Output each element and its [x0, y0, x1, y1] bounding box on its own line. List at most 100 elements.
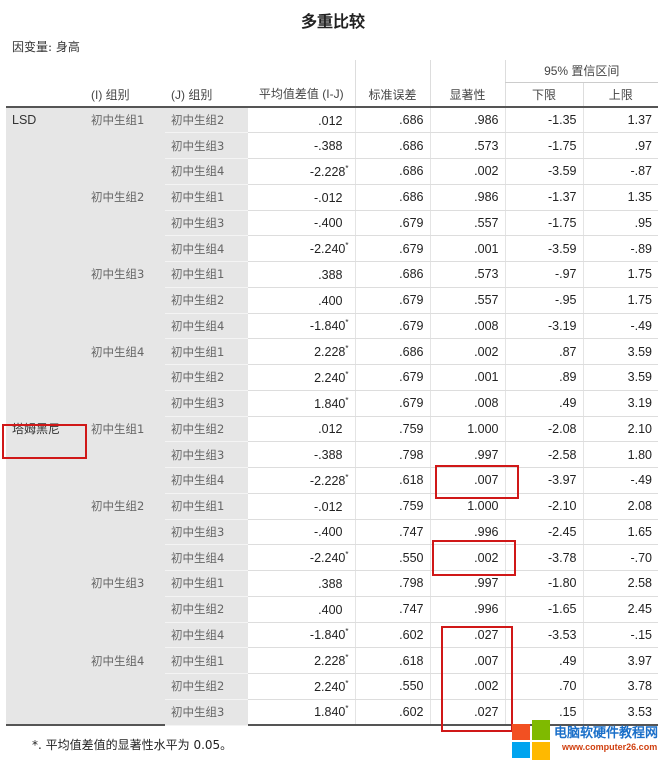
j-group: 初中生组1: [165, 647, 248, 674]
mean-difference: -2.228*: [248, 467, 355, 494]
ci-upper: -.49: [582, 467, 658, 494]
significance-marker: *: [345, 163, 349, 173]
j-group: 初中生组3: [165, 441, 248, 468]
std-error: .759: [354, 416, 430, 443]
test-label: [6, 467, 85, 494]
std-error: .679: [354, 313, 430, 340]
ci-lower: .87: [504, 338, 583, 365]
mean-difference-value: -2.240: [309, 551, 346, 566]
test-label: [6, 596, 85, 622]
j-group: 初中生组3: [165, 210, 248, 237]
mean-difference-value: -2.240: [309, 242, 346, 257]
mean-difference-value: 2.240: [314, 679, 346, 694]
header-j-group: (J) 组别: [171, 88, 213, 102]
test-label: [6, 390, 85, 416]
test-label: [6, 235, 85, 262]
i-group: [85, 622, 165, 648]
std-error: .679: [354, 364, 430, 391]
std-error: .747: [354, 596, 430, 623]
significance: .002: [429, 544, 505, 571]
std-error: .550: [354, 673, 430, 700]
mean-difference: .388: [248, 261, 355, 288]
mean-difference-value: .012: [318, 422, 343, 437]
ci-upper: 3.59: [582, 364, 658, 391]
test-label: [6, 441, 85, 468]
header-significance: 显著性: [429, 60, 505, 107]
j-group: 初中生组4: [165, 158, 248, 185]
test-label: [6, 364, 85, 391]
table-row: 初中生组3 -.388 .798.997 -2.58 1.80: [6, 441, 658, 468]
mean-difference: -.388: [248, 132, 355, 159]
multiple-comparisons-table: (I) 组别 (J) 组别 平均值差值 (I-J) 标准误差 显著性 95% 置…: [6, 60, 658, 726]
header-std-error: 标准误差: [354, 60, 430, 107]
test-label: [6, 261, 85, 288]
test-label: [6, 622, 85, 648]
table-row: 初中生组2 初中生组1 -.012.759 1.000 -2.10 2.08: [6, 493, 658, 520]
test-label: [6, 210, 85, 236]
significance-marker: *: [345, 395, 349, 405]
significance-marker: *: [345, 550, 349, 560]
ci-lower: -3.19: [504, 313, 583, 340]
ci-upper: -.89: [582, 235, 658, 262]
ci-lower: -3.59: [504, 158, 583, 185]
table-row: 初中生组2 初中生组1 -.012 .686.986 -1.37 1.35: [6, 184, 658, 211]
mean-difference: -2.240*: [248, 544, 355, 571]
ci-lower: .49: [504, 647, 583, 674]
ci-lower: .70: [504, 673, 583, 700]
test-label: [6, 313, 85, 339]
ci-lower: -3.78: [504, 544, 583, 571]
ci-upper: 1.75: [582, 261, 658, 288]
ci-upper: 2.45: [582, 596, 658, 623]
table-row: 初中生组4 初中生组1 2.228* .686.002.87 3.59: [6, 338, 658, 365]
significance: .001: [429, 364, 505, 391]
ci-upper: -.15: [582, 622, 658, 649]
mean-difference-value: -1.840: [309, 628, 346, 643]
mean-difference-value: .400: [318, 602, 343, 617]
i-group: [85, 210, 165, 236]
i-group: [85, 519, 165, 545]
test-label: [6, 493, 85, 519]
ci-lower: -1.35: [504, 106, 583, 134]
ci-lower: -1.37: [504, 184, 583, 211]
std-error: .686: [354, 106, 430, 134]
test-label: 塔姆黑尼: [6, 416, 85, 442]
std-error: .759: [354, 493, 430, 520]
mean-difference-value: -.400: [314, 525, 343, 540]
mean-difference-value: .012: [318, 113, 343, 128]
mean-difference-value: .388: [318, 576, 343, 591]
highlight-sig-007: [435, 465, 519, 499]
significance-marker: *: [345, 653, 349, 663]
header-test: [6, 60, 85, 107]
std-error: .618: [354, 647, 430, 674]
test-label: [6, 132, 85, 159]
significance-marker: *: [345, 318, 349, 328]
i-group: [85, 313, 165, 339]
table-row: 初中生组2 2.240* .550.002.70 3.78: [6, 673, 658, 700]
j-group: 初中生组2: [165, 596, 248, 623]
ci-lower: -2.45: [504, 519, 583, 546]
highlight-sig-group4: [441, 626, 513, 732]
j-group: 初中生组4: [165, 313, 248, 340]
mean-difference-value: -1.840: [309, 319, 346, 334]
significance-marker: *: [345, 472, 349, 482]
mean-difference-value: 1.840: [314, 705, 346, 720]
ci-lower: -1.80: [504, 570, 583, 597]
i-group: 初中生组1: [85, 106, 165, 133]
mean-difference: -2.228*: [248, 158, 355, 185]
table-row: 初中生组3 初中生组1.388.798.997 -1.80 2.58: [6, 570, 658, 597]
std-error: .679: [354, 390, 430, 417]
ci-lower: -3.59: [504, 235, 583, 262]
significance-marker: *: [345, 627, 349, 637]
j-group: 初中生组4: [165, 467, 248, 494]
table-row: 初中生组4 -2.240* .679.001 -3.59 -.89: [6, 235, 658, 262]
i-group: 初中生组3: [85, 570, 165, 597]
mean-difference-value: 2.228: [314, 654, 346, 669]
ci-lower: -2.58: [504, 441, 583, 468]
test-label: [6, 338, 85, 365]
mean-difference-value: .400: [318, 293, 343, 308]
i-group: [85, 699, 165, 726]
j-group: 初中生组2: [165, 673, 248, 700]
table-row: 初中生组2 .400 .679.557 -.95 1.75: [6, 287, 658, 314]
ci-upper: 3.19: [582, 390, 658, 417]
i-group: 初中生组2: [85, 184, 165, 210]
